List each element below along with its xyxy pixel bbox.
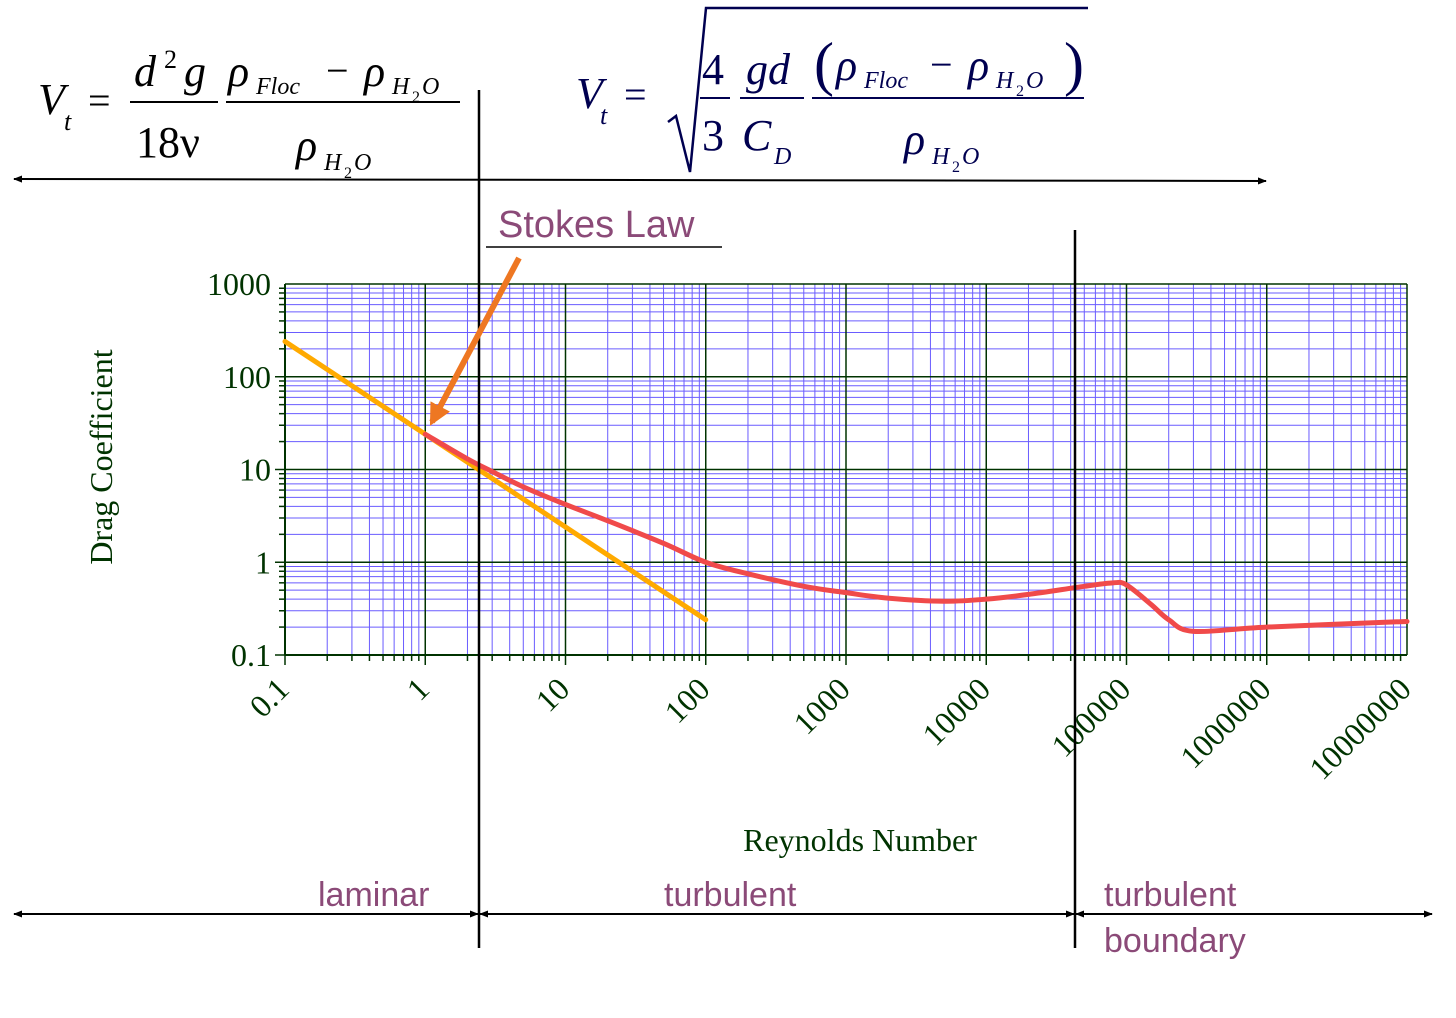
x-tick-label: 100 [657,670,716,729]
y-tick-label: 1000 [207,266,271,302]
x-tick-label: 1000000 [1173,670,1278,775]
top-range-arrow [13,175,1267,185]
eq1-d: d [134,47,157,96]
y-tick-label: 1 [255,544,271,580]
eq2-rho-h2o: ρ [966,41,989,90]
x-tick-label: 100000 [1044,670,1137,763]
eq1-equals: = [88,78,111,123]
eq1-den-o: O [354,150,371,176]
eq1-rho-floc: ρ [226,47,249,96]
eq1-v: V [38,75,70,124]
eq1-h-sub: H [391,74,411,100]
eq2-den-h: H [931,144,951,170]
eq2-den-2: 2 [952,159,960,176]
eq1-d-exponent: 2 [164,45,177,74]
y-tick-label: 100 [223,359,271,395]
y-axis-title: Drag Coefficient [83,349,119,564]
eq2-den-rho: ρ [902,115,925,164]
eq2-v: V [576,69,608,118]
eq1-rho-h2o: ρ [362,47,385,96]
eq1-minus: − [326,48,349,93]
eq1-t: t [64,107,72,136]
drag-chart: 0.1 1 10 100 1000 0.1 1 10 100 1000 10000 100000 100… [83,266,1418,858]
eq2-radical-sign [667,6,1088,173]
eq2-o-sub: O [1026,68,1043,94]
x-tick-label: 0.1 [242,670,296,724]
eq2-gd: gd [746,45,791,94]
eq2-paren-right: ) [1064,31,1084,97]
regime-label-boundary: boundary [1104,922,1246,960]
y-tick-label: 10 [239,452,271,488]
regime-label-laminar: laminar [318,876,429,914]
regime-label-turbulent: turbulent [664,876,797,914]
eq2-d-sub: D [773,144,791,170]
drag-coefficient-curve [422,431,1410,635]
eq1-den-2: 2 [344,165,352,182]
eq1-18nu: 18ν [136,118,200,167]
y-tick-label: 0.1 [231,637,271,673]
x-tick-label: 10000 [915,670,997,752]
x-tick-label: 10 [528,670,576,718]
grid [284,283,1408,656]
eq2-minus: − [930,42,953,87]
x-tick-label: 1 [399,670,436,707]
eq1-o-sub: O [422,74,439,100]
eq1-den-h: H [323,150,343,176]
stokes-law-line [282,338,709,623]
eq2-h-sub: H [995,68,1015,94]
eq1-floc-sub: Floc [255,74,300,100]
eq1-g: g [184,47,206,96]
eq2-c: C [742,111,772,160]
stokes-velocity-equation: V t = d 2 g 18ν ρ Floc − ρ H 2 O ρ H 2 O [38,45,460,182]
eq2-2-sub: 2 [1016,83,1024,100]
eq2-floc-sub: Floc [863,68,908,94]
x-tick-label: 1000 [786,670,857,741]
regime-label-turbulent-boundary: turbulent [1104,876,1237,914]
x-axis-title: Reynolds Number [743,822,977,858]
eq2-rho-floc: ρ [834,41,857,90]
eq2-den-o: O [962,144,979,170]
eq1-2-sub: 2 [412,89,420,106]
stokes-law-label: Stokes Law [498,204,695,246]
eq2-three: 3 [702,111,724,160]
eq2-four: 4 [702,45,724,94]
x-tick-label: 10000000 [1302,670,1418,786]
general-velocity-equation: V t = 4 3 gd C D ( ρ Floc − ρ H 2 O ) ρ … [576,6,1088,176]
eq1-den-rho: ρ [294,121,317,170]
eq2-paren-left: ( [814,31,834,97]
eq2-t: t [600,101,608,130]
eq2-equals: = [624,72,647,117]
stokes-law-arrow [429,256,522,426]
